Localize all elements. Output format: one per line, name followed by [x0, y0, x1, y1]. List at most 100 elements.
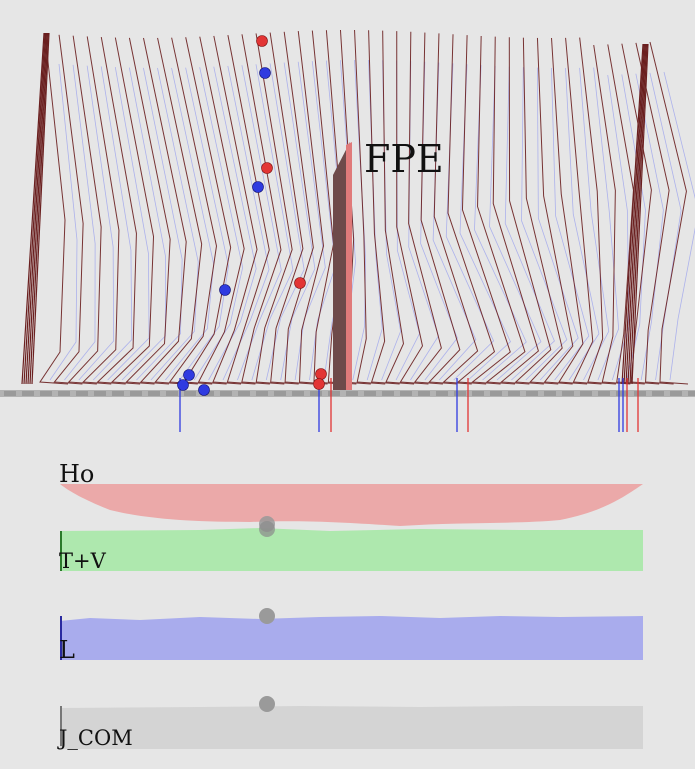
- stick-frame: [125, 37, 171, 385]
- plot-l: L: [59, 608, 643, 664]
- ghost-frame: [565, 67, 600, 381]
- edge-frame-left: [29, 32, 49, 385]
- ground-tile: [220, 391, 232, 396]
- stick-frame: [183, 37, 232, 385]
- ground-tile: [544, 391, 556, 396]
- tv-label: T+V: [59, 549, 107, 573]
- ghost-frame: [64, 64, 96, 381]
- ghost-frame: [536, 67, 579, 381]
- tv-cursor-marker: [259, 521, 275, 537]
- stick-frame: [67, 35, 102, 385]
- ground-tile: [148, 391, 160, 396]
- ghost-frame: [474, 65, 527, 381]
- ground-tile: [310, 391, 322, 396]
- stick-frame: [139, 37, 187, 385]
- edge-frame-right: [625, 43, 646, 385]
- ground-tile: [400, 391, 412, 396]
- ghost-frame: [521, 67, 568, 381]
- ground-tile: [4, 391, 16, 396]
- blue-marker: [183, 369, 195, 381]
- stick-frame: [226, 35, 270, 385]
- edge-frame-left: [27, 32, 48, 385]
- ground-tile: [436, 391, 448, 396]
- edge-frame-right: [631, 43, 649, 385]
- ground-tile: [508, 391, 520, 396]
- fpe-label: FPE: [364, 137, 444, 181]
- ghost-frame: [309, 61, 336, 381]
- stick-frame: [565, 37, 602, 385]
- jcom-label: J_COM: [57, 726, 133, 750]
- stick-frame: [297, 31, 328, 385]
- ground-tile: [76, 391, 88, 396]
- ghost-frame: [208, 66, 257, 381]
- ground-tile: [130, 391, 142, 396]
- ground-tile: [562, 391, 574, 396]
- ground-tile: [580, 391, 592, 396]
- stick-frame: [593, 45, 631, 385]
- ground-tile: [490, 391, 502, 396]
- jcom-cursor-marker: [259, 696, 275, 712]
- edge-frame-right: [629, 43, 648, 385]
- ground-tile: [22, 391, 34, 396]
- ground-tile: [598, 391, 610, 396]
- force-lines: [179, 378, 639, 432]
- ghost-frame: [420, 61, 458, 381]
- plot-jcom: J_COM: [57, 696, 643, 750]
- stick-frame: [82, 36, 120, 385]
- ground-tile: [652, 391, 664, 396]
- blue-marker: [252, 181, 264, 193]
- stick-frame: [53, 34, 84, 385]
- ghost-frame: [222, 65, 270, 381]
- ground-tile: [616, 391, 628, 396]
- edge-frame-right: [621, 43, 644, 385]
- stick-frame: [368, 30, 400, 385]
- jcom-area: [60, 706, 643, 749]
- stick-frame: [635, 42, 674, 385]
- stick-frame: [477, 35, 526, 385]
- ghost-frame: [136, 67, 183, 381]
- ground-tile: [688, 391, 695, 396]
- ground-tile: [526, 391, 538, 396]
- ghost-frame: [366, 60, 383, 381]
- ho-area: [60, 484, 643, 526]
- edge-frame-left: [31, 32, 50, 385]
- stick-frame: [508, 37, 552, 385]
- ghost-frame: [663, 71, 695, 381]
- stick-frame: [579, 37, 616, 385]
- ghost-frame: [294, 61, 326, 381]
- ghost-frame: [280, 62, 316, 381]
- plot-ho: Ho: [59, 460, 643, 526]
- stick-frame: [536, 37, 574, 385]
- ghost-frame: [459, 64, 511, 381]
- fpe-marker: [333, 142, 352, 392]
- ground-tile: [40, 391, 52, 396]
- stick-frame: [461, 35, 511, 385]
- red-marker: [315, 368, 327, 380]
- tv-area: [60, 528, 643, 571]
- blue-marker: [259, 67, 271, 79]
- stick-frame: [649, 41, 689, 385]
- blue-marker: [177, 379, 189, 391]
- stick-frame: [283, 31, 314, 385]
- ghost-frame: [489, 65, 542, 381]
- ghost-frame: [49, 63, 78, 381]
- ghost-frame: [649, 72, 682, 381]
- ground-tile: [292, 391, 304, 396]
- ghost-frame: [551, 67, 590, 381]
- stick-frame: [396, 31, 429, 385]
- ground-tile: [274, 391, 286, 396]
- ghost-frame: [381, 60, 402, 381]
- edge-frame-left: [25, 32, 47, 385]
- l-axis: [60, 616, 62, 660]
- l-area: [60, 616, 643, 660]
- ground-tile: [382, 391, 394, 396]
- ground-tile: [94, 391, 106, 396]
- ho-label: Ho: [59, 460, 94, 488]
- blue-marker: [219, 284, 231, 296]
- ground-tile: [472, 391, 484, 396]
- jcom-axis: [60, 706, 62, 746]
- l-label: L: [59, 636, 75, 664]
- edge-frame-left: [21, 32, 45, 385]
- stick-frame: [522, 37, 563, 385]
